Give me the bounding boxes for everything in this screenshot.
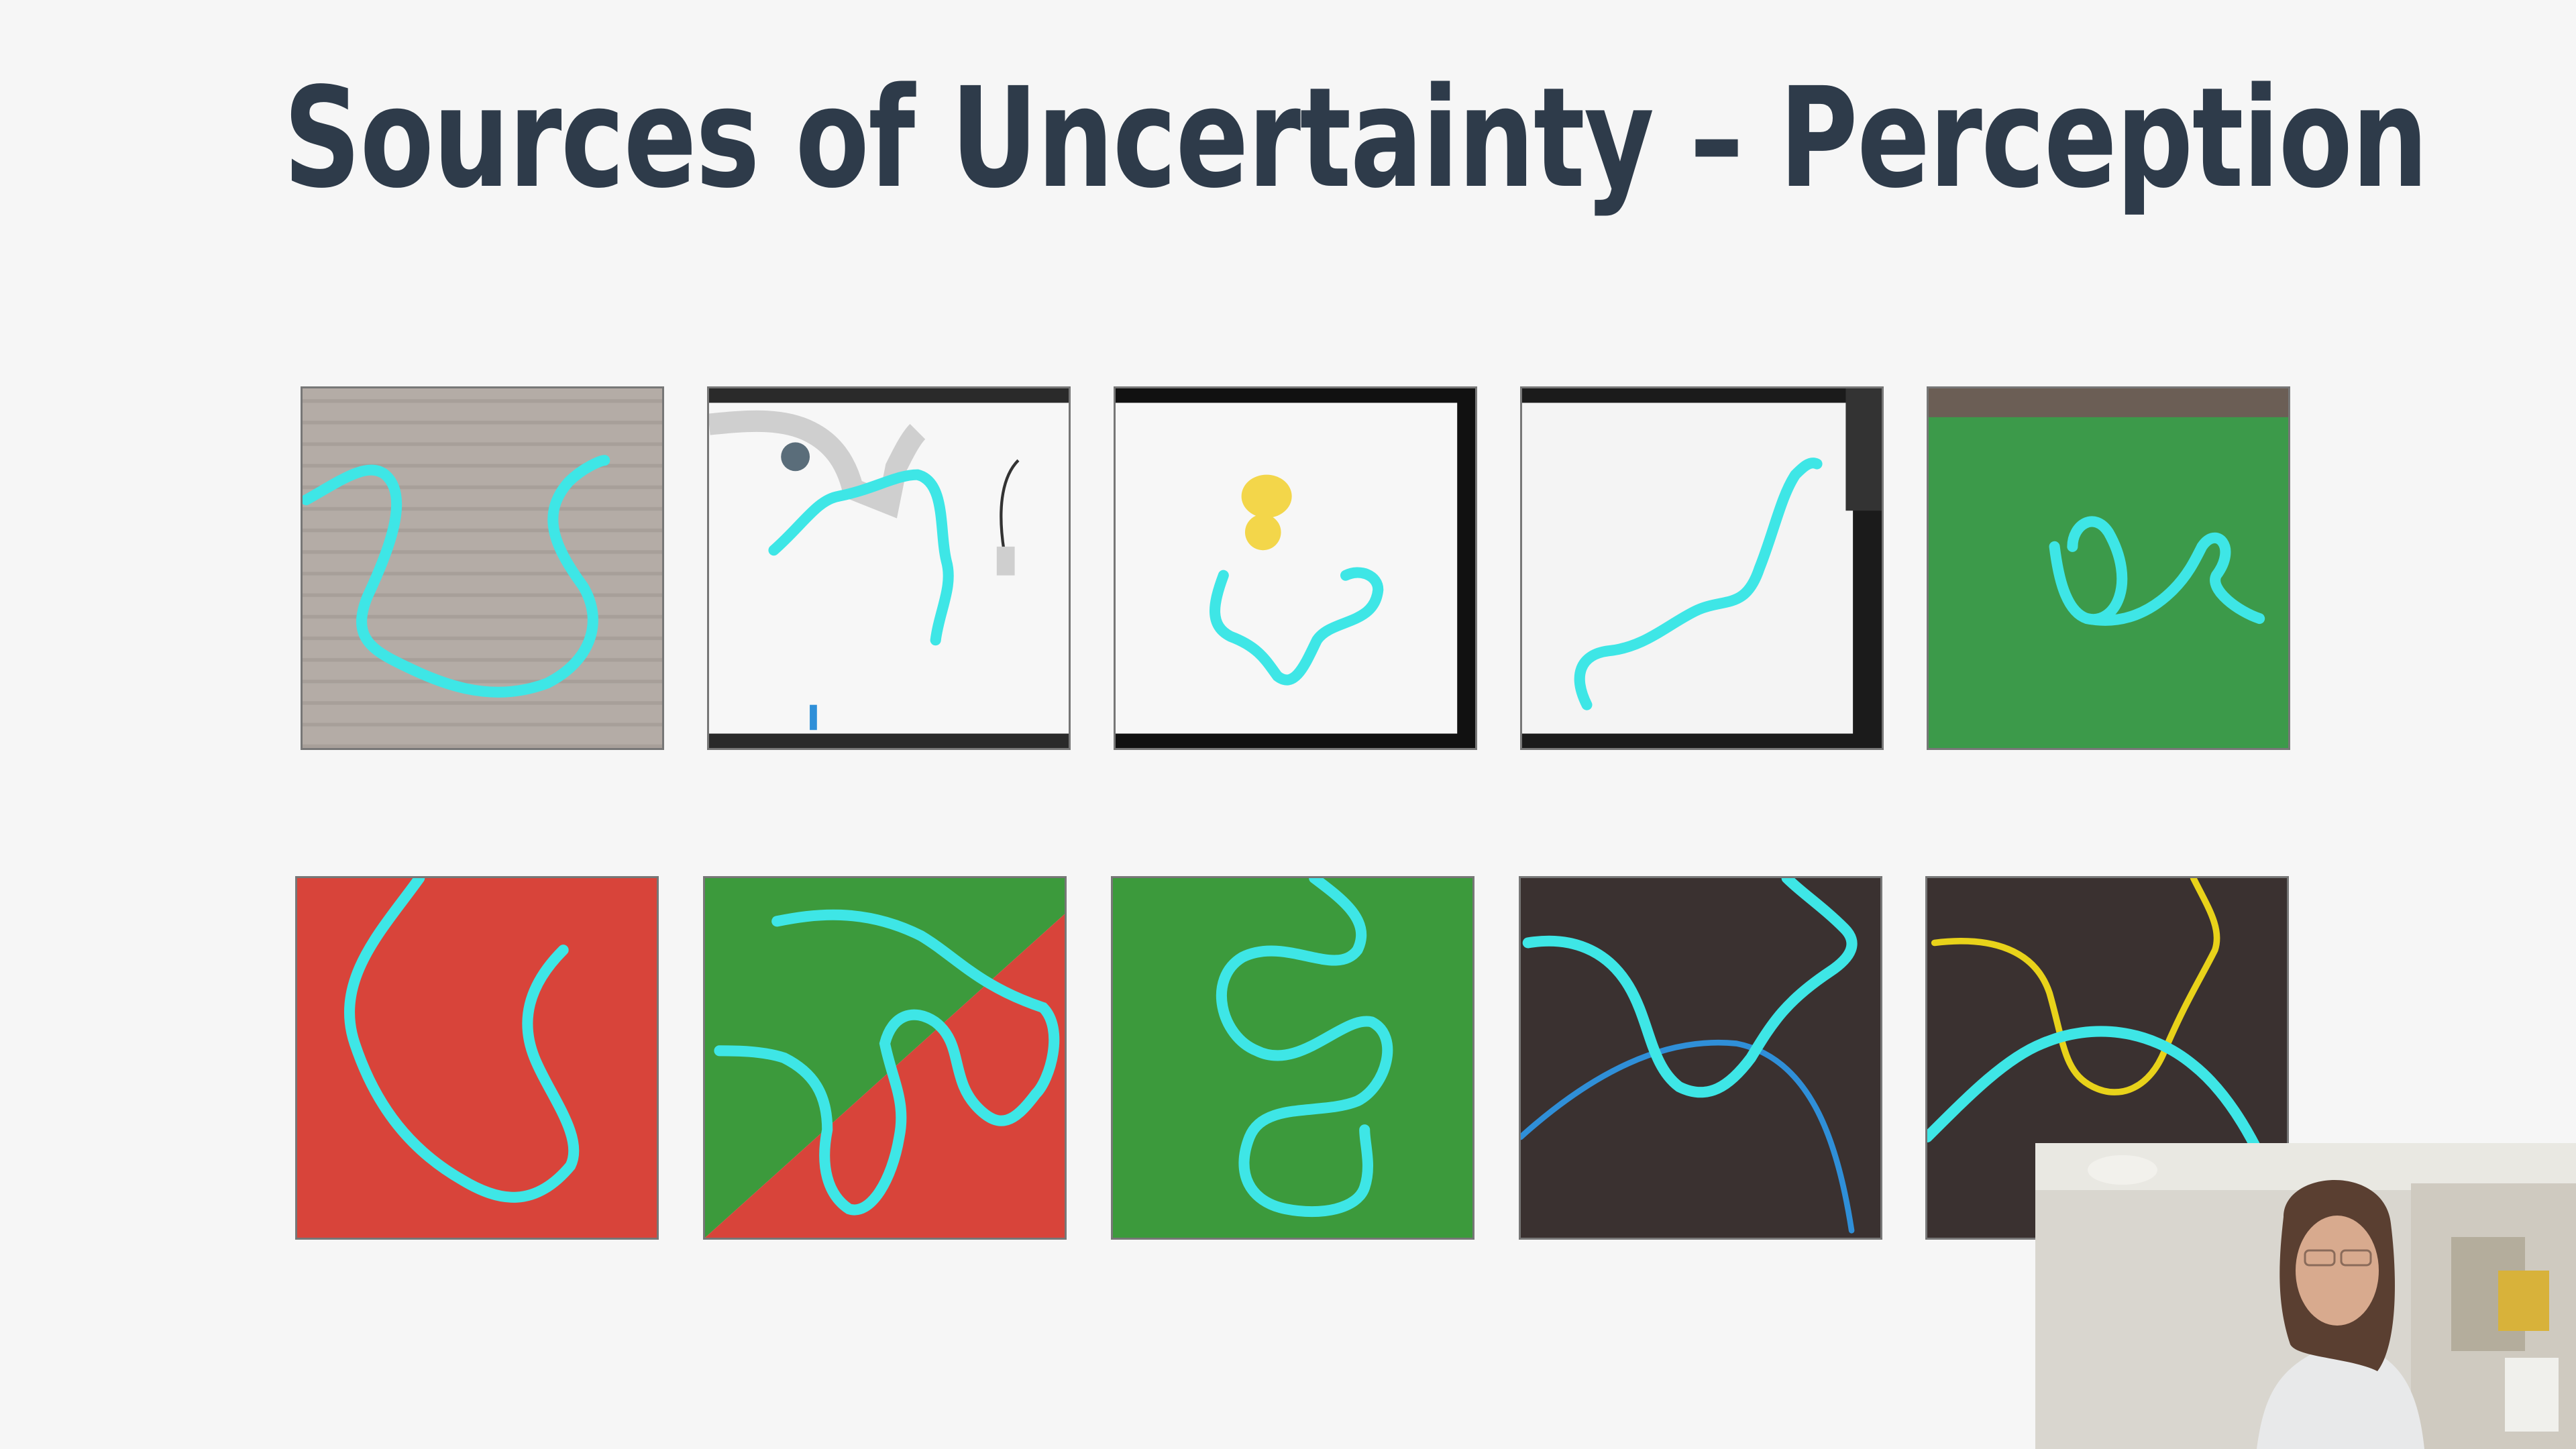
rope-image-dark-carpet-blue (1519, 876, 1882, 1240)
rope-image-green-table (1927, 386, 2290, 750)
rope-image-plush-toy (1114, 386, 1477, 750)
rope-image-green-red-cloth (703, 876, 1067, 1240)
rope-image-wood-floor (301, 386, 664, 750)
rope-image-green-cloth (1111, 876, 1474, 1240)
rope-image-white-table (1520, 386, 1884, 750)
presenter-webcam (2035, 1143, 2576, 1449)
rope-image-red-cloth (295, 876, 659, 1240)
rope-image-robot-arm (707, 386, 1071, 750)
slide-title: Sources of Uncertainty – Perception (283, 58, 2428, 219)
